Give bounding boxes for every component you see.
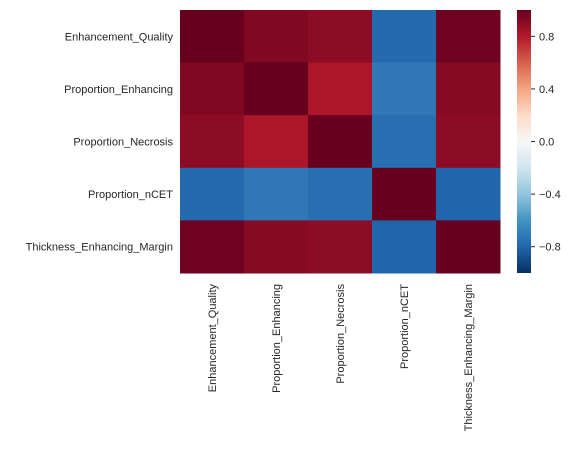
colorbar-ticks: 0.8 0.4 0.0 −0.4 −0.8 [531, 31, 561, 254]
y-tick-label: Enhancement_Quality [65, 31, 174, 43]
heatmap-cell [372, 115, 437, 169]
heatmap-cell [180, 167, 245, 221]
colorbar-tick-label: −0.4 [539, 189, 561, 201]
colorbar-tick-label: 0.0 [539, 137, 554, 149]
heatmap-cell [372, 167, 437, 221]
heatmap-cells [180, 10, 501, 274]
heatmap-cell [436, 10, 501, 64]
heatmap-cell [308, 62, 373, 116]
colorbar-tick-label: 0.8 [539, 31, 554, 43]
x-tick-label: Enhancement_Quality [207, 284, 219, 393]
heatmap-cell [244, 10, 309, 64]
x-tick-label: Proportion_nCET [399, 284, 411, 369]
heatmap-cell [436, 62, 501, 116]
x-tick-labels: Enhancement_Quality Proportion_Enhancing P… [207, 284, 475, 432]
y-tick-labels: Enhancement_Quality Proportion_Enhancing P… [26, 31, 174, 253]
y-tick-label: Thickness_Enhancing_Margin [26, 242, 173, 254]
heatmap-cell [180, 62, 245, 116]
x-tick-label: Thickness_Enhancing_Margin [463, 284, 475, 431]
heatmap-cell [308, 10, 373, 64]
heatmap-cell [244, 62, 309, 116]
heatmap-cell [372, 62, 437, 116]
heatmap-cell [180, 10, 245, 64]
x-tick-label: Proportion_Necrosis [335, 284, 347, 384]
y-tick-label: Proportion_nCET [88, 189, 173, 201]
heatmap-cell [436, 167, 501, 221]
heatmap-cell [308, 115, 373, 169]
heatmap-cell [436, 115, 501, 169]
colorbar: 0.8 0.4 0.0 −0.4 −0.8 [517, 10, 561, 273]
x-tick-label: Proportion_Enhancing [271, 284, 283, 393]
heatmap-cell [308, 167, 373, 221]
heatmap-cell [244, 115, 309, 169]
heatmap-cell [180, 115, 245, 169]
heatmap-cell [436, 220, 501, 274]
heatmap-cell [308, 220, 373, 274]
colorbar-tick-label: 0.4 [539, 84, 554, 96]
heatmap-cell [244, 220, 309, 274]
colorbar-gradient [517, 10, 531, 273]
y-tick-label: Proportion_Necrosis [73, 137, 173, 149]
y-tick-label: Proportion_Enhancing [64, 84, 173, 96]
heatmap-cell [244, 167, 309, 221]
heatmap-cell [372, 220, 437, 274]
heatmap-cell [372, 10, 437, 64]
colorbar-tick-label: −0.8 [539, 242, 561, 254]
heatmap-cell [180, 220, 245, 274]
